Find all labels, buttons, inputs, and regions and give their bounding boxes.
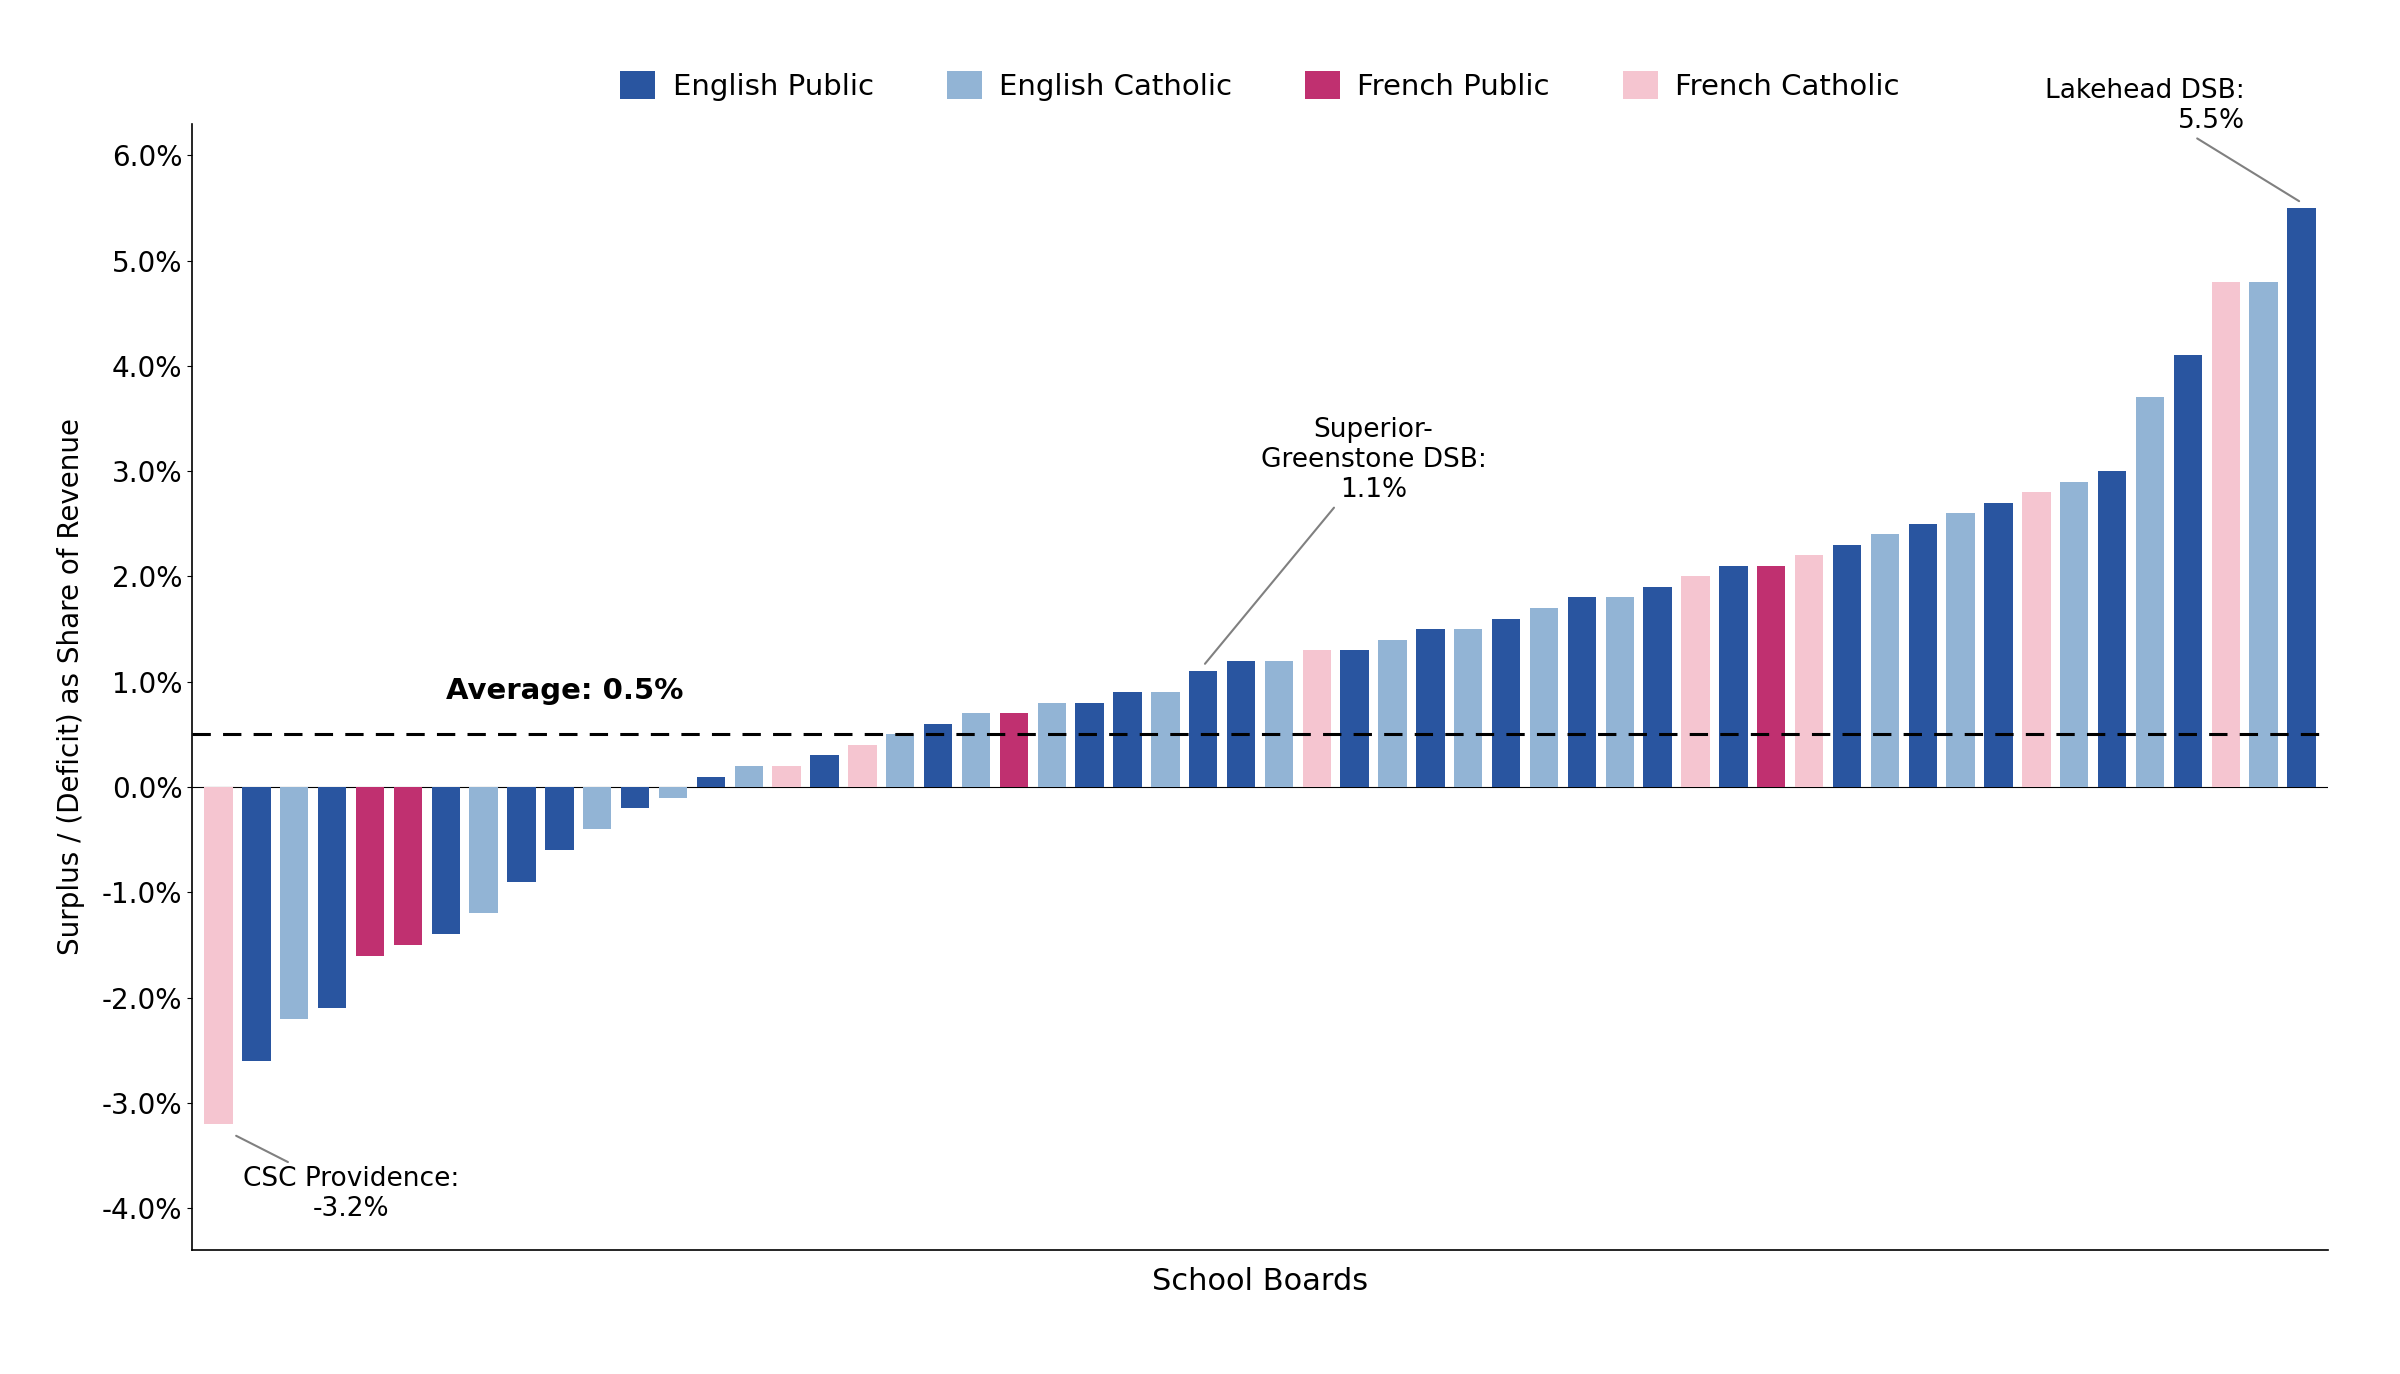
Bar: [1908, 523, 1937, 787]
Text: Lakehead DSB:
5.5%: Lakehead DSB: 5.5%: [2045, 78, 2299, 201]
Y-axis label: Surplus / (Deficit) as Share of Revenue: Surplus / (Deficit) as Share of Revenue: [58, 419, 84, 955]
Bar: [545, 787, 574, 851]
Bar: [1303, 650, 1332, 787]
Bar: [1946, 514, 1975, 787]
X-axis label: School Boards: School Boards: [1152, 1267, 1368, 1296]
Bar: [773, 765, 802, 787]
Bar: [2098, 471, 2126, 787]
Bar: [242, 787, 271, 1061]
Bar: [1226, 661, 1255, 787]
Bar: [658, 787, 686, 797]
Bar: [1644, 587, 1673, 787]
Bar: [2023, 492, 2050, 787]
Bar: [2249, 282, 2278, 787]
Bar: [1342, 650, 1368, 787]
Bar: [1985, 503, 2014, 787]
Bar: [1567, 598, 1596, 787]
Bar: [924, 724, 953, 787]
Bar: [886, 734, 914, 787]
Bar: [811, 756, 838, 787]
Text: CSC Providence:
-3.2%: CSC Providence: -3.2%: [235, 1136, 458, 1221]
Bar: [734, 765, 763, 787]
Bar: [2059, 482, 2088, 787]
Bar: [1493, 618, 1519, 787]
Text: Superior-
Greenstone DSB:
1.1%: Superior- Greenstone DSB: 1.1%: [1205, 416, 1486, 664]
Bar: [2174, 356, 2203, 787]
Bar: [1037, 702, 1066, 787]
Bar: [1265, 661, 1294, 787]
Bar: [1114, 692, 1142, 787]
Bar: [1870, 534, 1898, 787]
Legend: English Public, English Catholic, French Public, French Catholic: English Public, English Catholic, French…: [610, 59, 1910, 113]
Bar: [1834, 545, 1862, 787]
Bar: [1454, 629, 1483, 787]
Bar: [432, 787, 461, 934]
Bar: [204, 787, 233, 1124]
Bar: [394, 787, 422, 945]
Bar: [1682, 577, 1709, 787]
Bar: [962, 713, 991, 787]
Bar: [317, 787, 346, 1009]
Bar: [1152, 692, 1178, 787]
Bar: [2136, 397, 2165, 787]
Bar: [506, 787, 535, 882]
Bar: [696, 776, 725, 787]
Bar: [622, 787, 650, 808]
Bar: [281, 787, 310, 1018]
Bar: [583, 787, 612, 829]
Bar: [470, 787, 497, 914]
Text: Average: 0.5%: Average: 0.5%: [446, 677, 684, 705]
Bar: [2210, 282, 2239, 787]
Bar: [2287, 207, 2316, 787]
Bar: [1795, 555, 1824, 787]
Bar: [847, 745, 876, 787]
Bar: [1529, 609, 1558, 787]
Bar: [1378, 640, 1406, 787]
Bar: [1757, 566, 1786, 787]
Bar: [355, 787, 384, 955]
Bar: [1075, 702, 1104, 787]
Bar: [1416, 629, 1445, 787]
Bar: [1606, 598, 1634, 787]
Bar: [1188, 672, 1217, 787]
Bar: [1001, 713, 1027, 787]
Bar: [1718, 566, 1747, 787]
